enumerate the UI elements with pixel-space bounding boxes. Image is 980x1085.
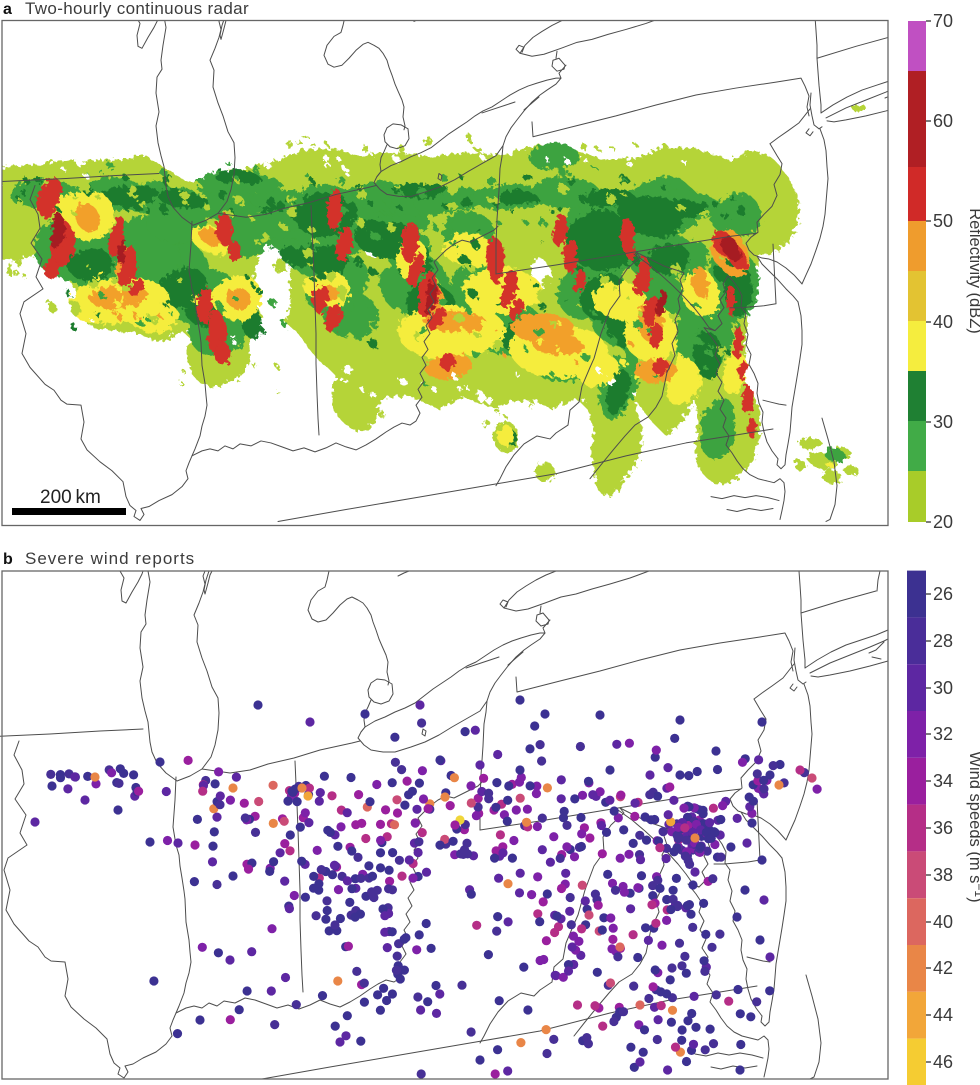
svg-text:32: 32: [933, 724, 953, 744]
svg-text:Wind speeds (m s−1): Wind speeds (m s−1): [966, 751, 980, 902]
svg-text:30: 30: [933, 678, 953, 698]
svg-text:34: 34: [933, 771, 953, 791]
svg-text:38: 38: [933, 865, 953, 885]
svg-text:30: 30: [933, 412, 953, 432]
svg-text:Two-hourly continuous radar: Two-hourly continuous radar: [25, 0, 249, 18]
svg-text:200 km: 200 km: [40, 487, 101, 508]
svg-text:Reflectivity (dBZ): Reflectivity (dBZ): [966, 208, 980, 334]
svg-text:50: 50: [933, 211, 953, 231]
svg-text:20: 20: [933, 512, 953, 532]
svg-text:44: 44: [933, 1005, 953, 1025]
svg-text:b: b: [3, 551, 13, 568]
svg-text:40: 40: [933, 912, 953, 932]
svg-text:42: 42: [933, 958, 953, 978]
svg-text:28: 28: [933, 631, 953, 651]
svg-text:46: 46: [933, 1052, 953, 1072]
svg-text:a: a: [3, 1, 12, 18]
svg-text:26: 26: [933, 584, 953, 604]
svg-text:40: 40: [933, 312, 953, 332]
svg-text:36: 36: [933, 818, 953, 838]
svg-text:70: 70: [933, 11, 953, 31]
svg-text:Severe wind reports: Severe wind reports: [25, 549, 195, 568]
svg-text:60: 60: [933, 111, 953, 131]
